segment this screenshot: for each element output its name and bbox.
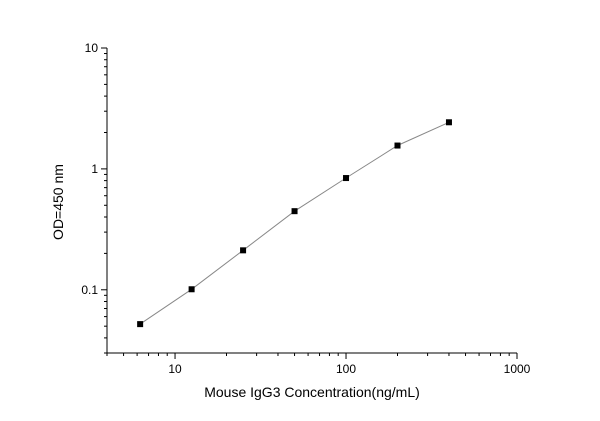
y-axis-label: OD=450 nm (50, 164, 66, 240)
y-tick-label: 1 (91, 162, 98, 176)
data-point (445, 119, 452, 126)
x-tick-label: 100 (336, 362, 356, 376)
x-tick-label: 1000 (504, 362, 531, 376)
axes: 10 100 1000 0.1 1 10 (81, 41, 530, 376)
x-axis-label: Mouse IgG3 Concentration(ng/mL) (204, 384, 420, 400)
series-line (139, 121, 450, 325)
data-point (137, 321, 144, 328)
data-point (291, 208, 298, 215)
plot-area (137, 119, 452, 328)
x-tick-label: 10 (168, 362, 182, 376)
y-tick-label: 0.1 (81, 283, 98, 297)
data-point (188, 286, 195, 293)
data-point (240, 247, 247, 254)
data-point (394, 142, 401, 149)
y-tick-label: 10 (85, 41, 99, 55)
data-point (343, 175, 350, 182)
